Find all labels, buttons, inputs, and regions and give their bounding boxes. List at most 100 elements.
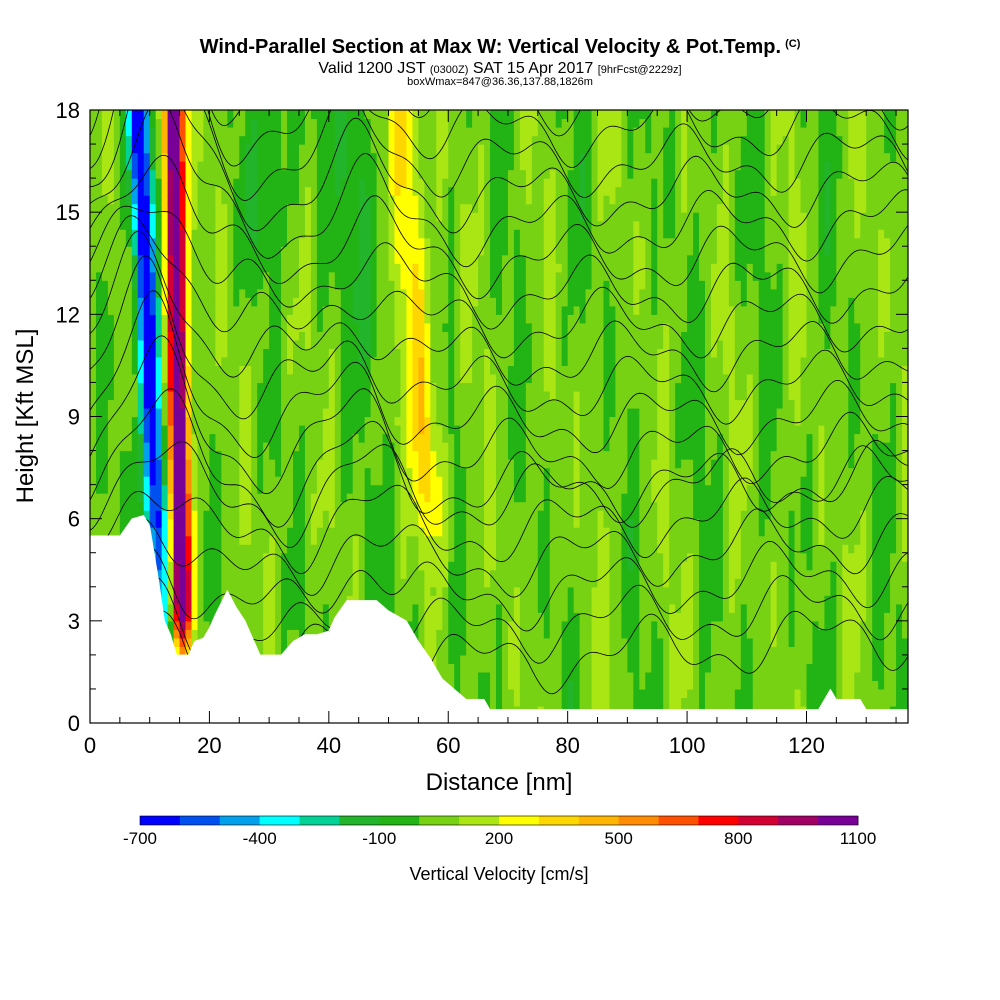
velocity-cell [448, 288, 455, 298]
velocity-cell [406, 382, 414, 392]
velocity-cell [113, 152, 121, 162]
velocity-cell [346, 433, 354, 443]
velocity-cell [418, 484, 425, 494]
velocity-cell [215, 552, 222, 562]
velocity-cell [442, 671, 449, 682]
velocity-cell [167, 365, 175, 375]
velocity-cell [287, 459, 294, 469]
velocity-cell [478, 535, 485, 545]
velocity-cell [376, 527, 384, 537]
velocity-cell [316, 203, 324, 213]
velocity-cell [209, 493, 216, 503]
velocity-cell [364, 348, 372, 358]
velocity-cell [304, 322, 312, 332]
velocity-cell [179, 442, 187, 452]
velocity-cell [346, 586, 354, 596]
velocity-cell [460, 654, 467, 664]
velocity-cell [215, 237, 222, 247]
velocity-cell [149, 356, 157, 367]
velocity-cell [95, 348, 103, 358]
velocity-cell [334, 450, 342, 460]
velocity-cell [263, 425, 270, 435]
velocity-cell [95, 212, 103, 222]
velocity-cell [364, 178, 372, 188]
velocity-cell [352, 110, 360, 120]
velocity-cell [352, 263, 360, 273]
velocity-cell [209, 212, 216, 222]
velocity-cell [167, 127, 175, 137]
velocity-cell [143, 152, 151, 162]
velocity-cell [352, 229, 360, 239]
velocity-cell [334, 518, 342, 528]
velocity-cell [143, 118, 151, 128]
velocity-cell [287, 569, 294, 579]
velocity-cell [161, 305, 169, 315]
velocity-cell [442, 110, 449, 120]
velocity-cell [310, 356, 318, 367]
velocity-cell [472, 595, 479, 605]
velocity-cell [227, 535, 234, 545]
velocity-cell [173, 578, 181, 588]
velocity-cell [227, 322, 234, 332]
velocity-cell [287, 501, 294, 511]
velocity-cell [203, 561, 211, 571]
velocity-cell [466, 544, 473, 554]
velocity-cell [370, 297, 378, 307]
velocity-cell [155, 348, 163, 358]
velocity-cell [358, 331, 366, 341]
velocity-cell [131, 254, 139, 264]
velocity-cell [293, 586, 300, 596]
velocity-cell [352, 212, 360, 222]
velocity-cell [239, 493, 246, 503]
velocity-cell [352, 322, 360, 332]
velocity-cell [340, 186, 348, 196]
velocity-cell [334, 178, 342, 188]
velocity-cell [430, 365, 437, 375]
velocity-cell [478, 365, 485, 375]
velocity-cell [167, 382, 175, 392]
velocity-cell [346, 552, 354, 562]
velocity-cell [424, 297, 431, 307]
velocity-cell [227, 407, 234, 418]
velocity-cell [460, 535, 467, 545]
velocity-cell [466, 399, 473, 409]
velocity-cell [155, 467, 163, 477]
velocity-cell [281, 629, 288, 639]
velocity-cell [167, 297, 175, 307]
velocity-cell [490, 365, 497, 375]
velocity-cell [239, 552, 246, 562]
velocity-cell [406, 280, 414, 290]
velocity-cell [227, 305, 234, 315]
velocity-cell [221, 493, 228, 503]
velocity-cell [358, 288, 366, 298]
velocity-cell [460, 373, 467, 384]
velocity-cell [155, 118, 163, 128]
velocity-cell [316, 569, 324, 579]
velocity-cell [352, 476, 360, 486]
velocity-cell [418, 595, 425, 605]
velocity-cell [281, 161, 288, 171]
velocity-cell [298, 493, 306, 503]
velocity-cell [484, 578, 491, 588]
velocity-cell [239, 476, 246, 486]
velocity-cell [496, 144, 503, 154]
velocity-cell [382, 288, 390, 298]
velocity-cell [334, 246, 342, 256]
velocity-cell [472, 246, 479, 256]
velocity-cell [263, 620, 270, 630]
velocity-cell [400, 535, 408, 545]
velocity-cell [466, 203, 473, 213]
velocity-cell [203, 246, 211, 256]
velocity-cell [203, 305, 211, 315]
velocity-cell [364, 467, 372, 477]
velocity-cell [298, 314, 306, 324]
velocity-cell [310, 152, 318, 162]
velocity-cell [125, 314, 133, 324]
velocity-cell [185, 493, 193, 503]
velocity-cell [90, 110, 97, 120]
velocity-cell [125, 493, 133, 503]
velocity-cell [185, 561, 193, 571]
velocity-cell [90, 322, 97, 332]
velocity-cell [412, 620, 419, 630]
velocity-cell [304, 152, 312, 162]
